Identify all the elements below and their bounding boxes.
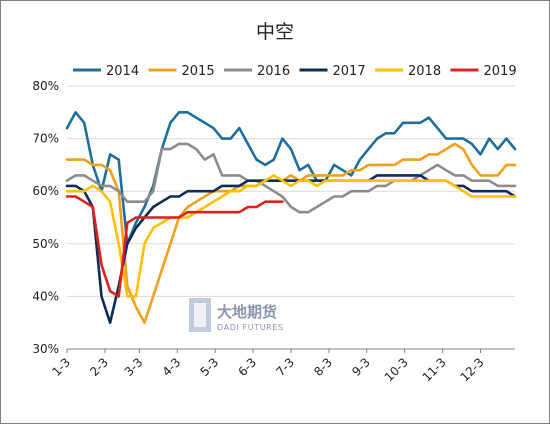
x-tick-label: 8-3: [311, 355, 335, 379]
y-axis-ticks: 30% 40% 50% 60% 70% 80%: [32, 79, 59, 356]
y-tick-label: 70%: [32, 132, 59, 146]
y-tick-label: 80%: [32, 79, 59, 93]
x-tick-label: 11-3: [420, 355, 449, 384]
legend: 2014 2015 2016 2017 2018 2019: [73, 64, 517, 79]
legend-label-2018: 2018: [408, 64, 441, 79]
y-tick-label: 40%: [32, 289, 59, 303]
y-tick-label: 50%: [32, 237, 59, 251]
series-line-2015: [65, 142, 517, 325]
y-tick-label: 30%: [32, 342, 59, 356]
x-tick-label: 12-3: [458, 355, 487, 384]
watermark-en: DADI FUTURES: [217, 323, 284, 332]
watermark-cn: 大地期货: [217, 303, 277, 321]
chart-title: 中空: [256, 21, 294, 43]
x-tick-label: 4-3: [160, 355, 184, 379]
series-line-2018: [65, 174, 517, 298]
y-tick-label: 60%: [32, 184, 59, 198]
watermark: 大地期货 DADI FUTURES: [189, 298, 284, 332]
x-tick-label: 6-3: [235, 355, 259, 379]
series-line-2019: [65, 195, 284, 298]
x-tick-label: 10-3: [382, 355, 411, 384]
legend-label-2014: 2014: [106, 64, 139, 79]
x-tick-label: 5-3: [198, 355, 222, 379]
legend-label-2016: 2016: [257, 64, 290, 79]
x-tick-label: 9-3: [349, 355, 373, 379]
gridlines: [67, 85, 515, 297]
x-axis-ticks: 1-3 2-3 3-3 4-3 5-3 6-3 7-3 8-3 9-3 10-3 11-3 12-3: [49, 349, 487, 384]
series-line-2016: [65, 142, 517, 214]
series-line-2014: [65, 111, 517, 246]
legend-label-2019: 2019: [484, 64, 517, 79]
x-tick-label: 3-3: [122, 355, 146, 379]
series-lines: [65, 111, 517, 325]
watermark-logo-accent: [194, 303, 206, 327]
x-tick-label: 2-3: [87, 355, 111, 379]
x-tick-label: 1-3: [49, 355, 73, 379]
legend-label-2015: 2015: [182, 64, 215, 79]
x-tick-label: 7-3: [273, 355, 297, 379]
legend-label-2017: 2017: [333, 64, 366, 79]
